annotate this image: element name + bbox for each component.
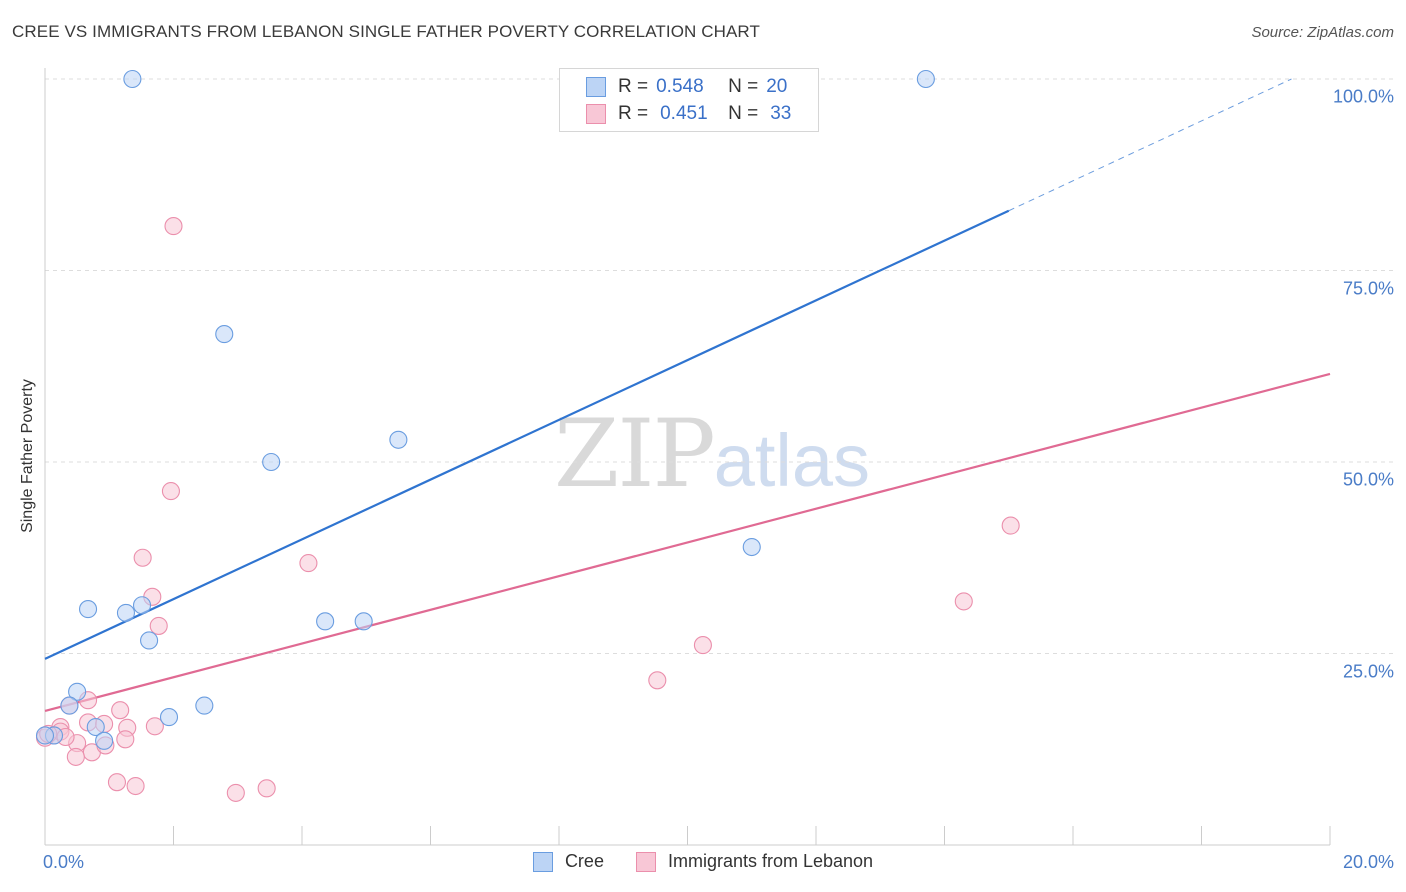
- lebanon-point: [648, 671, 667, 690]
- cree-point: [159, 708, 179, 727]
- grid-lines: [45, 78, 1395, 654]
- cree-swatch: [586, 77, 606, 97]
- data-points: [35, 69, 1020, 802]
- legend-item-cree[interactable]: Cree: [532, 851, 604, 872]
- cree-point: [916, 69, 935, 89]
- cree-point: [35, 726, 55, 745]
- r-label: R =: [618, 76, 649, 97]
- cree-point: [86, 717, 105, 737]
- cree-swatch: [532, 851, 553, 872]
- cree-point: [95, 731, 114, 750]
- lebanon-point: [954, 592, 973, 611]
- cree-point: [389, 430, 408, 449]
- watermark: ZIPatlas: [554, 400, 870, 509]
- n-value: 33: [770, 103, 792, 124]
- cree-point: [60, 696, 79, 715]
- lebanon-point: [164, 217, 183, 236]
- chart-title: CREE VS IMMIGRANTS FROM LEBANON SINGLE F…: [12, 22, 760, 41]
- lebanon-point: [161, 482, 180, 501]
- y-tick-label: 100.0%: [1332, 86, 1394, 107]
- n-label: N =: [728, 103, 759, 124]
- lebanon-swatch: [586, 104, 606, 124]
- r-label: R =: [618, 103, 649, 124]
- cree-point: [78, 600, 98, 619]
- cree-trend-line: [44, 209, 1010, 660]
- y-axis-label: Single Father Poverty: [19, 379, 36, 533]
- y-tick-label: 50.0%: [1342, 469, 1394, 490]
- stats-row-lebanon: R = 0.451 N = 33: [586, 101, 791, 127]
- legend-item-lebanon[interactable]: Immigrants from Lebanon: [635, 851, 874, 872]
- stats-legend: R = 0.548 N = 20 R = 0.451 N = 33: [559, 68, 819, 132]
- cree-point: [140, 631, 159, 650]
- y-tick-label: 75.0%: [1342, 278, 1394, 298]
- axes: [44, 68, 1331, 846]
- n-label: N =: [728, 76, 759, 97]
- cree-point: [132, 596, 152, 615]
- lebanon-point: [107, 773, 127, 792]
- cree-trend-extension: [1008, 78, 1292, 212]
- cree-point: [195, 696, 214, 715]
- lebanon-point: [257, 779, 276, 798]
- source-label: Source: ZipAtlas.com: [1251, 24, 1394, 41]
- r-value: 0.451: [660, 103, 708, 124]
- lebanon-point: [149, 616, 168, 635]
- lebanon-point: [66, 747, 85, 766]
- cree-point: [215, 325, 234, 344]
- cree-point: [316, 612, 335, 631]
- cree-point: [123, 69, 142, 89]
- lebanon-swatch: [635, 851, 656, 872]
- watermark-atlas: atlas: [713, 419, 871, 502]
- series-legend: Cree Immigrants from Lebanon: [0, 851, 1406, 872]
- lebanon-point: [111, 701, 130, 720]
- x-tick-label-min: 0.0%: [43, 852, 85, 872]
- y-tick-label: 25.0%: [1342, 661, 1394, 681]
- stats-row-cree: R = 0.548 N = 20: [586, 74, 787, 100]
- lebanon-point: [1001, 516, 1020, 535]
- lebanon-trend-line: [44, 372, 1331, 713]
- lebanon-point: [299, 554, 318, 573]
- cree-point: [68, 682, 87, 701]
- trend-lines: [44, 78, 1331, 713]
- r-value: 0.548: [656, 76, 704, 97]
- lebanon-point: [133, 548, 152, 567]
- cree-point: [262, 452, 281, 472]
- legend-label: Cree: [564, 851, 604, 871]
- cree-point: [116, 603, 136, 622]
- lebanon-point: [116, 730, 135, 749]
- n-value: 20: [766, 76, 788, 97]
- x-tick-label-max: 20.0%: [1342, 852, 1394, 872]
- cree-point: [742, 537, 761, 557]
- lebanon-point: [145, 717, 164, 736]
- legend-label: Immigrants from Lebanon: [667, 851, 874, 871]
- lebanon-point: [126, 776, 145, 796]
- lebanon-point: [226, 783, 245, 802]
- watermark-zip: ZIP: [554, 400, 716, 509]
- lebanon-point: [693, 636, 712, 655]
- cree-point: [354, 612, 373, 631]
